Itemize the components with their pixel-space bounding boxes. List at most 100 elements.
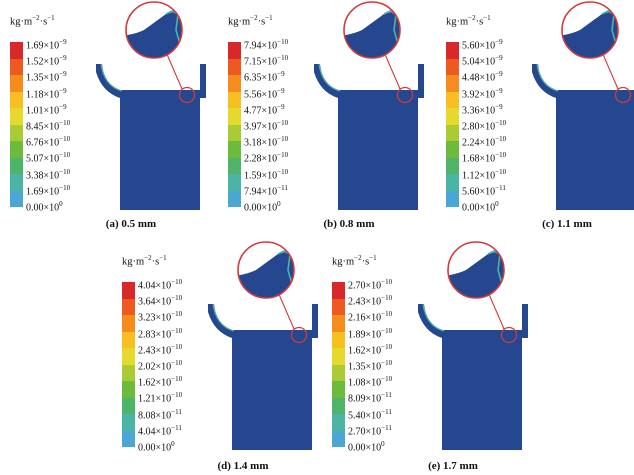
hotspot-marker xyxy=(178,86,196,104)
contour-plot xyxy=(418,241,528,450)
contour-edge xyxy=(100,63,123,92)
tick-exponent: −11 xyxy=(171,423,182,432)
tick-times-ten: ×10 xyxy=(155,328,172,340)
tick-mantissa: 6.76 xyxy=(26,137,44,149)
legend-tick-label: 1.35×10−10 xyxy=(348,357,438,373)
panel-d: kg·m−2·s−1 4.04×10−10 3.64×10−10 3.23×10−10… xyxy=(116,240,326,472)
legend-tick-label: 5.60×10−11 xyxy=(462,182,552,198)
unit-text: kg·m xyxy=(446,16,469,28)
tick-times-ten: ×10 xyxy=(479,137,496,149)
tick-times-ten: ×10 xyxy=(479,105,496,117)
tick-mantissa: 2.43 xyxy=(138,345,156,357)
tick-times-ten: ×10 xyxy=(479,56,496,68)
legend-tick-label: 0.00×100 xyxy=(462,198,552,214)
legend-tick-label: 1.62×10−10 xyxy=(138,373,228,389)
color-legend: 5.60×10−9 5.04×10−9 4.48×10−9 3.92×10−9 3.36… xyxy=(446,38,552,213)
tick-mantissa: 1.69 xyxy=(26,40,44,52)
tick-exponent: −10 xyxy=(381,310,393,319)
tick-mantissa: 1.35 xyxy=(348,361,366,373)
legend-swatch xyxy=(122,381,135,398)
legend-tick-label: 0.00×100 xyxy=(348,438,438,454)
unit-text: kg·m xyxy=(228,16,251,28)
legend-color-bar xyxy=(10,42,23,207)
substrate-body xyxy=(208,304,318,450)
legend-swatch xyxy=(10,91,23,108)
legend-tick-label: 1.12×10−10 xyxy=(462,166,552,182)
legend-tick-label: 3.64×10−10 xyxy=(138,292,228,308)
hotspot-marker xyxy=(396,86,414,104)
tick-times-ten: ×10 xyxy=(479,186,496,198)
legend-swatch xyxy=(332,381,345,398)
legend-tick-label: 2.80×10−10 xyxy=(462,117,552,133)
substrate-body xyxy=(418,304,528,450)
tick-exponent: −11 xyxy=(277,183,288,192)
tick-mantissa: 3.64 xyxy=(138,296,156,308)
tick-times-ten: ×10 xyxy=(365,393,382,405)
legend-swatch xyxy=(10,108,23,125)
tick-exponent: −10 xyxy=(381,294,393,303)
contour-plot xyxy=(532,1,634,210)
tick-times-ten: ×10 xyxy=(479,121,496,133)
tick-exponent: −9 xyxy=(59,70,67,79)
legend-tick-label: 2.70×10−10 xyxy=(348,276,438,292)
tick-times-ten: ×10 xyxy=(43,56,60,68)
legend-tick-label: 5.07×10−10 xyxy=(26,149,116,165)
tick-exponent: −10 xyxy=(277,151,289,160)
legend-swatch xyxy=(446,108,459,125)
tick-exponent: 0 xyxy=(277,199,281,208)
tick-exponent: −10 xyxy=(59,135,71,144)
legend-swatch xyxy=(122,282,135,299)
tick-exponent: −9 xyxy=(277,70,285,79)
tick-exponent: −10 xyxy=(59,183,71,192)
tick-times-ten: ×10 xyxy=(155,409,172,421)
legend-labels: 1.69×10−9 1.52×10−9 1.35×10−9 1.18×10−9 1.01… xyxy=(26,36,116,214)
legend-tick-label: 3.36×10−9 xyxy=(462,101,552,117)
tick-times-ten: ×10 xyxy=(479,40,496,52)
hotspot-marker xyxy=(614,86,632,104)
legend-tick-label: 8.08×10−11 xyxy=(138,406,228,422)
tick-exponent: −10 xyxy=(277,167,289,176)
legend-swatch xyxy=(332,414,345,431)
cavity xyxy=(102,64,196,90)
tick-exponent: −9 xyxy=(495,38,503,46)
tick-exponent: −10 xyxy=(381,278,393,286)
tick-times-ten: ×10 xyxy=(43,186,60,198)
tick-mantissa: 2.43 xyxy=(348,296,366,308)
legend-swatch xyxy=(122,331,135,348)
contour-edge xyxy=(318,63,341,92)
tick-exponent: −11 xyxy=(171,407,182,416)
flux-contour-geometry xyxy=(204,240,324,452)
tick-mantissa: 1.08 xyxy=(348,377,366,389)
legend-swatch xyxy=(332,364,345,381)
legend-tick-label: 2.43×10−10 xyxy=(348,292,438,308)
panel-caption: (c) 1.1 mm xyxy=(542,218,592,230)
zoom-inset-ring xyxy=(125,1,183,59)
legend-color-bar xyxy=(446,42,459,207)
tick-mantissa: 8.08 xyxy=(138,409,156,421)
tick-mantissa: 3.36 xyxy=(462,105,480,117)
zoom-leader-line xyxy=(383,51,401,90)
unit-text: ·s xyxy=(475,16,484,28)
tick-exponent: −9 xyxy=(495,102,503,111)
legend-swatch xyxy=(446,174,459,191)
unit-text: ·s xyxy=(151,256,160,268)
substrate-body xyxy=(96,64,206,210)
tick-exponent: −10 xyxy=(495,151,507,160)
legend-tick-label: 2.28×10−10 xyxy=(244,149,334,165)
tick-exponent: −10 xyxy=(277,118,289,127)
legend-swatch xyxy=(446,190,459,207)
tick-mantissa: 2.28 xyxy=(244,153,262,165)
tick-exponent: −9 xyxy=(59,38,67,46)
legend-swatch xyxy=(446,124,459,141)
tick-exponent: −10 xyxy=(59,118,71,127)
zoom-leader-line xyxy=(277,291,295,330)
tick-times-ten: ×10 xyxy=(261,56,278,68)
legend-tick-label: 1.01×10−9 xyxy=(26,101,116,117)
contour-edge xyxy=(422,303,445,332)
tick-times-ten: ×10 xyxy=(365,426,382,438)
tick-mantissa: 1.69 xyxy=(26,186,44,198)
tick-times-ten: ×10 xyxy=(155,377,172,389)
tick-mantissa: 1.12 xyxy=(462,169,480,181)
cavity xyxy=(214,304,308,330)
tick-mantissa: 3.97 xyxy=(244,121,262,133)
